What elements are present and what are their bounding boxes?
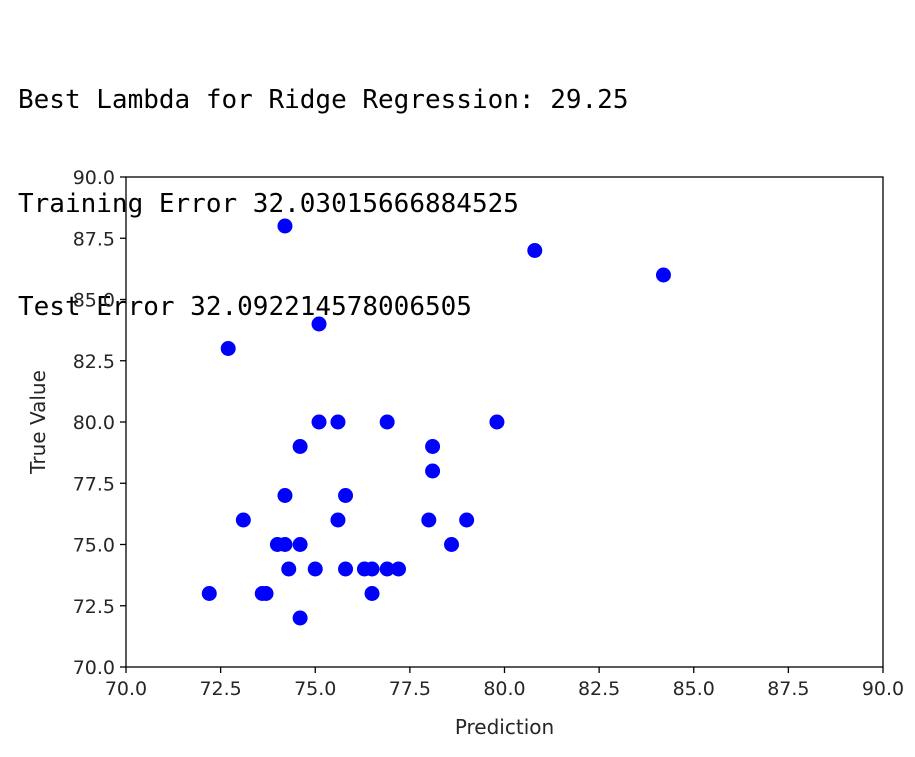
y-tick-label: 87.5 — [73, 228, 115, 250]
y-tick-label: 82.5 — [73, 351, 115, 373]
data-point — [292, 610, 308, 626]
best-lambda-text: Best Lambda for Ridge Regression: 29.25 — [18, 85, 629, 115]
data-point — [444, 537, 460, 552]
plot-marks — [201, 218, 671, 626]
axis-ticks: 70.0 72.5 75.0 77.5 80.0 82.5 85.0 87.5 90.0 70.0… — [73, 167, 904, 700]
y-tick-label: 72.5 — [73, 596, 115, 618]
x-tick-label: 72.5 — [199, 678, 241, 700]
data-point — [277, 488, 293, 503]
x-tick-label: 90.0 — [862, 678, 904, 700]
x-tick-label: 70.0 — [105, 678, 147, 700]
x-tick-label: 82.5 — [578, 678, 620, 700]
data-point — [379, 561, 395, 577]
y-tick-label: 80.0 — [73, 412, 115, 434]
data-point — [292, 537, 308, 552]
x-tick-label: 80.0 — [483, 678, 525, 700]
data-point — [220, 341, 236, 356]
data-point — [379, 414, 395, 430]
data-point — [281, 561, 297, 577]
data-point — [425, 439, 441, 454]
data-point — [307, 561, 323, 577]
training-error-text: Training Error 32.03015666884525 — [18, 188, 519, 219]
data-point — [425, 463, 441, 479]
data-point — [338, 488, 354, 503]
data-point — [330, 512, 346, 528]
y-tick-label: 90.0 — [73, 167, 115, 189]
y-axis-label: True Value — [26, 370, 50, 475]
x-tick-label: 87.5 — [767, 678, 809, 700]
data-point — [527, 243, 543, 258]
data-point — [311, 316, 327, 332]
data-point — [311, 414, 327, 430]
x-tick-label: 75.0 — [294, 678, 336, 700]
plot-frame — [125, 176, 884, 668]
test-error-text: Test Error 32.092214578006505 — [18, 292, 472, 322]
data-point — [459, 512, 475, 528]
x-tick-label: 85.0 — [673, 678, 715, 700]
x-axis-label: Prediction — [455, 715, 554, 739]
data-point — [489, 414, 505, 430]
data-point — [235, 512, 251, 528]
data-point — [258, 586, 274, 601]
data-point — [277, 537, 293, 552]
data-point — [655, 267, 671, 283]
data-point — [338, 561, 354, 577]
y-tick-label: 85.0 — [73, 290, 115, 312]
x-tick-label: 77.5 — [389, 678, 431, 700]
data-point — [330, 414, 346, 430]
data-point — [421, 512, 437, 528]
data-point — [201, 586, 217, 601]
data-point — [364, 586, 380, 601]
data-point — [277, 218, 293, 234]
cell-output: Best Lambda for Ridge Regression: 29.25 … — [18, 14, 628, 359]
y-tick-label: 77.5 — [73, 473, 115, 495]
data-point — [391, 561, 407, 577]
y-tick-label: 70.0 — [73, 657, 115, 679]
y-tick-label: 75.0 — [73, 535, 115, 557]
data-point — [364, 561, 380, 577]
data-point — [292, 439, 308, 454]
